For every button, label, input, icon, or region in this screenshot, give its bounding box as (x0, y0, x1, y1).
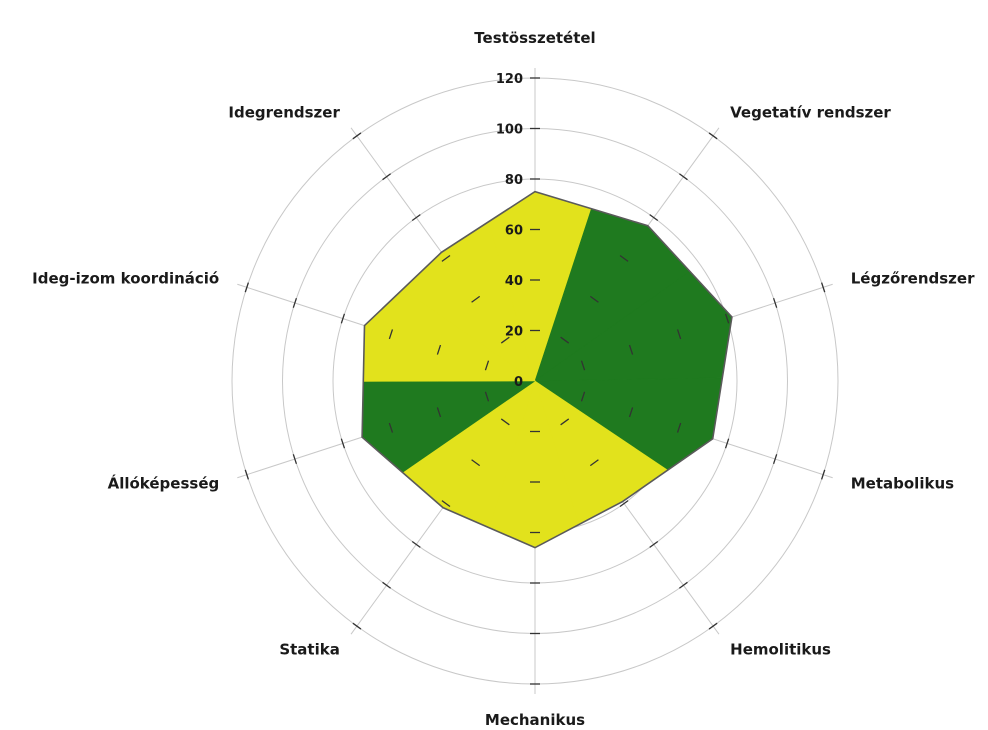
axis-tick (724, 438, 730, 449)
axis-tick (382, 173, 392, 181)
axis-tick (352, 622, 362, 630)
category-label: Testösszetétel (474, 29, 595, 47)
axis-tick (708, 132, 718, 140)
axis-tick (589, 459, 599, 467)
axis-tick (580, 391, 586, 402)
axis-tick (649, 540, 659, 548)
axis-tick (388, 329, 394, 340)
axis-tick (772, 298, 778, 308)
axis-tick (580, 360, 586, 371)
axis-tick (560, 418, 570, 426)
axis-tick (292, 454, 298, 464)
axis-tick (484, 360, 490, 371)
axis-tick (441, 500, 451, 508)
category-label: Statika (279, 641, 340, 659)
axis-tick (382, 581, 392, 589)
axis-tick (340, 438, 346, 449)
axis-tick (708, 622, 718, 630)
category-label: Állóképesség (108, 474, 220, 493)
axis-tick (292, 298, 298, 308)
axis-tick (411, 540, 421, 548)
axis-tick (244, 282, 249, 293)
axis-tick (436, 344, 442, 355)
category-label: Légzőrendszer (851, 269, 975, 287)
category-label: Vegetatív rendszer (730, 103, 891, 121)
axis-tick (441, 254, 451, 262)
axis-tick (676, 329, 682, 340)
data-outline (361, 190, 733, 549)
axis-tick (724, 313, 730, 324)
axis-tick (678, 581, 688, 589)
r-tick-label: 40 (505, 274, 523, 289)
axis-tick (340, 313, 346, 324)
r-tick-label: 0 (514, 375, 523, 390)
category-label: Metabolikus (851, 475, 954, 493)
category-label: Ideg-izom koordináció (32, 269, 219, 287)
axis-tick (589, 295, 599, 303)
axis-tick (436, 407, 442, 418)
axis-tick (471, 295, 481, 303)
r-tick-label: 120 (496, 72, 523, 87)
r-tick-label: 20 (505, 325, 523, 340)
r-tick-label: 60 (505, 224, 523, 239)
axis-tick (619, 254, 629, 262)
r-tick-label: 80 (505, 173, 523, 188)
axis-tick (678, 173, 688, 181)
axis-tick (500, 418, 510, 426)
r-tick-label: 100 (496, 123, 523, 138)
axis-tick (352, 132, 362, 140)
axis-tick (388, 422, 394, 433)
axis-tick (560, 336, 570, 344)
axis-tick (484, 391, 490, 402)
axis-tick (772, 454, 778, 464)
category-label: Hemolitikus (730, 641, 831, 659)
axis-tick (244, 469, 249, 480)
axis-tick (628, 407, 634, 418)
axis-tick (676, 422, 682, 433)
axis-tick (628, 344, 634, 355)
axis-tick (821, 282, 826, 293)
category-label: Mechanikus (485, 711, 585, 729)
axis-tick (500, 336, 510, 344)
axis-tick (471, 459, 481, 467)
axis-tick (411, 214, 421, 222)
axis-tick (649, 214, 659, 222)
axis-tick (821, 469, 826, 480)
category-label: Idegrendszer (228, 103, 340, 121)
axis-tick (619, 500, 629, 508)
